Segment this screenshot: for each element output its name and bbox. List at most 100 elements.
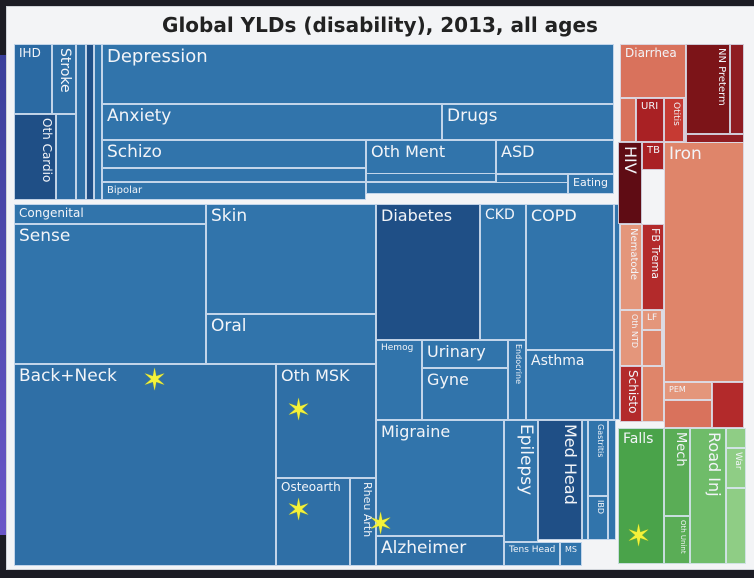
treemap-cell-med-head: Med Head xyxy=(538,420,582,540)
treemap-label: Diarrhea xyxy=(625,46,677,60)
treemap-cell-diarrhea: Diarrhea xyxy=(620,44,686,98)
treemap-cell-diabetes: Diabetes xyxy=(376,204,480,340)
treemap-cell-minor xyxy=(664,400,712,428)
treemap-cell-minor xyxy=(102,168,366,182)
treemap-cell-oth-msk: Oth MSK xyxy=(276,364,376,478)
treemap-label: PEM xyxy=(669,385,686,394)
treemap-cell-minor xyxy=(726,488,746,564)
treemap-cell-minor xyxy=(620,98,636,142)
treemap-cell-oth-unint: Oth Unint xyxy=(664,516,690,564)
treemap-label: IBD xyxy=(596,500,605,515)
treemap-cell-gastritis: Gastritis xyxy=(588,420,608,496)
treemap-cell-minor xyxy=(56,114,76,200)
treemap-label: HIV xyxy=(621,146,640,174)
treemap-cell-pem: PEM xyxy=(664,382,712,400)
treemap-cell-falls: Falls xyxy=(618,428,664,564)
treemap-cell-anxiety: Anxiety xyxy=(102,104,442,140)
treemap-cell-minor xyxy=(642,330,662,366)
treemap-label: IHD xyxy=(19,46,41,60)
treemap-cell-schisto: Schisto xyxy=(620,366,642,422)
treemap-cell-tb: TB xyxy=(642,142,664,170)
treemap-cell-depression: Depression xyxy=(102,44,614,104)
treemap-label: Osteoarth xyxy=(281,480,341,494)
treemap-cell-nn-preterm: NN Preterm xyxy=(686,44,730,134)
treemap-label: Iron xyxy=(669,144,702,164)
treemap-label: Tens Head xyxy=(509,545,556,555)
treemap-cell-drugs: Drugs xyxy=(442,104,614,140)
treemap-label: COPD xyxy=(531,206,577,225)
treemap-label: URI xyxy=(641,101,659,112)
treemap-cell-asthma: Asthma xyxy=(526,350,614,420)
treemap-label: Schizo xyxy=(107,142,162,162)
treemap-cell-ihd: IHD xyxy=(14,44,52,114)
treemap-cell-skin: Skin xyxy=(206,204,376,314)
treemap-cell-ibd: IBD xyxy=(588,496,608,540)
treemap-cell-schizo: Schizo xyxy=(102,140,366,168)
treemap-cell-stroke: Stroke xyxy=(52,44,76,114)
treemap-cell-minor xyxy=(614,204,620,420)
treemap-cell-back-neck: Back+Neck xyxy=(14,364,276,566)
treemap-cell-road-inj: Road Inj xyxy=(690,428,726,564)
treemap-label: Endocrine xyxy=(514,344,523,384)
treemap-label: Rheu Arth xyxy=(361,482,374,538)
treemap-label: Gyne xyxy=(427,370,469,389)
treemap-label: FB Trema xyxy=(649,228,662,279)
treemap-label: Bipolar xyxy=(107,185,143,196)
treemap-label: Back+Neck xyxy=(19,366,117,386)
treemap-label: Oral xyxy=(211,316,247,336)
treemap-cell-epilepsy: Epilepsy xyxy=(504,420,538,542)
treemap-cell-minor xyxy=(94,44,102,200)
treemap-cell-war: War xyxy=(726,448,746,488)
treemap-cell-hiv: HIV xyxy=(618,142,642,224)
treemap-cell-minor xyxy=(662,310,664,366)
treemap: IHD Stroke Oth Cardio Depression Anxiety Drug… xyxy=(14,44,748,566)
treemap-label: Oth NTD xyxy=(630,314,639,349)
treemap-label: Oth Cardio xyxy=(40,118,54,183)
treemap-label: Depression xyxy=(107,46,208,67)
treemap-cell-endocrine: Endocrine xyxy=(508,340,526,420)
treemap-label: Alzheimer xyxy=(381,538,467,558)
treemap-cell-iron: Iron xyxy=(664,142,744,382)
treemap-cell-oth-ntd: Oth NTD xyxy=(620,310,642,366)
treemap-label: Epilepsy xyxy=(516,424,536,496)
treemap-cell-ckd: CKD xyxy=(480,204,526,340)
treemap-cell-tens-head: Tens Head xyxy=(504,542,560,566)
treemap-cell-asd: ASD xyxy=(496,140,614,174)
treemap-label: Oth Ment xyxy=(371,142,446,161)
treemap-label: Congenital xyxy=(19,206,84,220)
treemap-cell-nematode: Nematode xyxy=(620,224,642,310)
treemap-cell-alzheimer: Alzheimer xyxy=(376,536,504,566)
treemap-cell-minor xyxy=(366,182,568,194)
treemap-label: Road Inj xyxy=(705,432,724,497)
treemap-label: Otitis xyxy=(671,102,681,126)
treemap-label: Anxiety xyxy=(107,106,172,126)
treemap-label: Nematode xyxy=(628,228,639,281)
treemap-cell-oth-ment: Oth Ment xyxy=(366,140,496,174)
treemap-label: Asthma xyxy=(531,353,585,369)
treemap-label: Eating xyxy=(573,176,609,189)
treemap-label: Drugs xyxy=(447,106,498,126)
treemap-label: Falls xyxy=(623,431,654,447)
treemap-cell-ms: MS xyxy=(560,542,582,566)
treemap-cell-hemog: Hemog xyxy=(376,340,422,420)
treemap-cell-fb-trema: FB Trema xyxy=(642,224,664,310)
treemap-label: Migraine xyxy=(381,422,451,441)
treemap-cell-otitis: Otitis xyxy=(664,98,684,142)
treemap-cell-mech: Mech xyxy=(664,428,690,516)
treemap-label: Gastritis xyxy=(596,424,605,458)
treemap-cell-lf: LF xyxy=(642,310,662,330)
treemap-label: Hemog xyxy=(381,343,414,353)
treemap-cell-uri: URI xyxy=(636,98,664,142)
treemap-cell-osteoarth: Osteoarth xyxy=(276,478,350,566)
treemap-label: War xyxy=(733,452,743,470)
treemap-label: Schisto xyxy=(626,370,640,414)
treemap-label: ASD xyxy=(501,142,535,161)
treemap-label: MS xyxy=(565,545,577,554)
treemap-cell-migraine: Migraine xyxy=(376,420,504,536)
treemap-cell-minor xyxy=(642,366,664,422)
treemap-label: Med Head xyxy=(561,424,580,505)
treemap-cell-copd: COPD xyxy=(526,204,614,350)
treemap-cell-minor xyxy=(76,44,86,200)
treemap-cell-sense: Sense xyxy=(14,224,206,364)
treemap-label: Diabetes xyxy=(381,206,453,225)
